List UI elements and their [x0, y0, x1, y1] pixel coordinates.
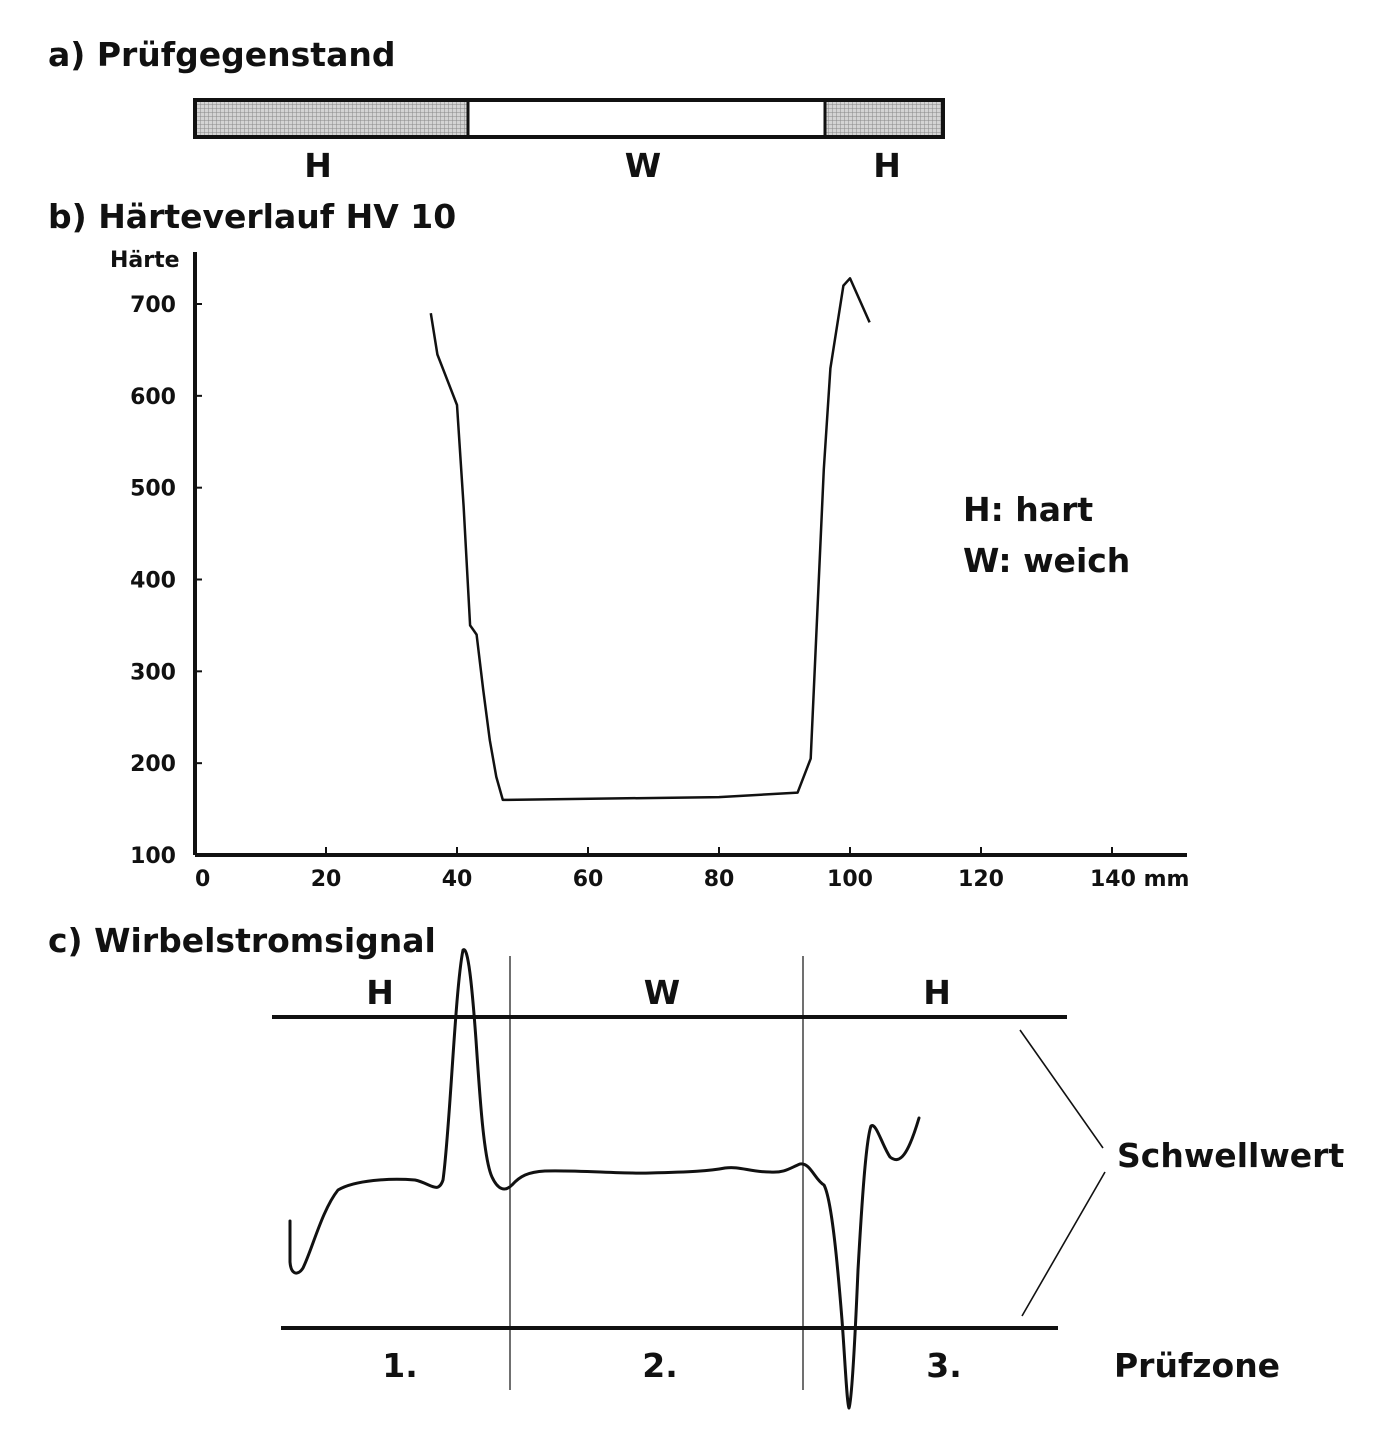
x-tick-label: 40 [442, 867, 473, 892]
x-tick-label: 20 [311, 867, 342, 892]
x-tick-label: 120 [958, 867, 1004, 892]
y-tick-label: 500 [130, 477, 176, 502]
signal-zone-letter-soft: W [644, 973, 680, 1012]
threshold-pointer-lower [1021, 1171, 1106, 1317]
signal-zone-letter-hard-left: H [366, 973, 394, 1012]
test-bar-hard-right [825, 100, 943, 137]
x-tick-label: 80 [704, 867, 735, 892]
test-zone-label: Prüfzone [1114, 1346, 1280, 1385]
test-zone-number-1: 1. [382, 1346, 418, 1385]
test-bar-hard-left [195, 100, 468, 137]
section-b-title: b) Härteverlauf HV 10 [48, 197, 456, 236]
y-tick-label: 200 [130, 752, 176, 777]
section-a-title: a) Prüfgegenstand [48, 35, 395, 74]
eddy-current-signal-curve [288, 948, 921, 1410]
y-tick-label: 300 [130, 660, 176, 685]
x-tick-label: 100 [827, 867, 873, 892]
y-tick-label: 600 [130, 385, 176, 410]
y-tick-label: 100 [130, 844, 176, 869]
hardness-chart: Härte 100 200 300 400 500 600 700 0 20 40 60 80 100 12… [110, 248, 1189, 892]
x-tick-label: 60 [573, 867, 604, 892]
section-a-test-object: a) Prüfgegenstand H W H [48, 35, 945, 185]
test-zone-number-3: 3. [926, 1346, 962, 1385]
test-zone-number-2: 2. [642, 1346, 678, 1385]
x-tick-label: 0 [195, 867, 210, 892]
test-bar-label-hard-left: H [304, 146, 332, 185]
x-tick-label: 140 mm [1090, 867, 1189, 892]
y-tick-label: 400 [130, 569, 176, 594]
section-b-hardness-profile: b) Härteverlauf HV 10 Härte1002003004005… [48, 197, 1189, 892]
legend-soft: W: weich [963, 541, 1130, 580]
hardness-series-line [429, 277, 871, 802]
test-bar-outline [193, 98, 945, 139]
section-c-eddy-current-signal: c) Wirbelstromsignal H W H Schwellwert 1… [48, 921, 1344, 1410]
threshold-label: Schwellwert [1117, 1136, 1344, 1175]
test-bar-soft-middle [468, 100, 825, 137]
test-bar-label-soft: W [625, 146, 661, 185]
y-tick-label: 700 [130, 293, 176, 318]
test-bar-label-hard-right: H [873, 146, 901, 185]
legend-hard: H: hart [963, 490, 1093, 529]
section-c-title: c) Wirbelstromsignal [48, 921, 436, 960]
signal-zone-letter-hard-right: H [923, 973, 951, 1012]
y-axis-label: Härte [110, 248, 180, 273]
threshold-pointer-upper [1019, 1029, 1104, 1149]
